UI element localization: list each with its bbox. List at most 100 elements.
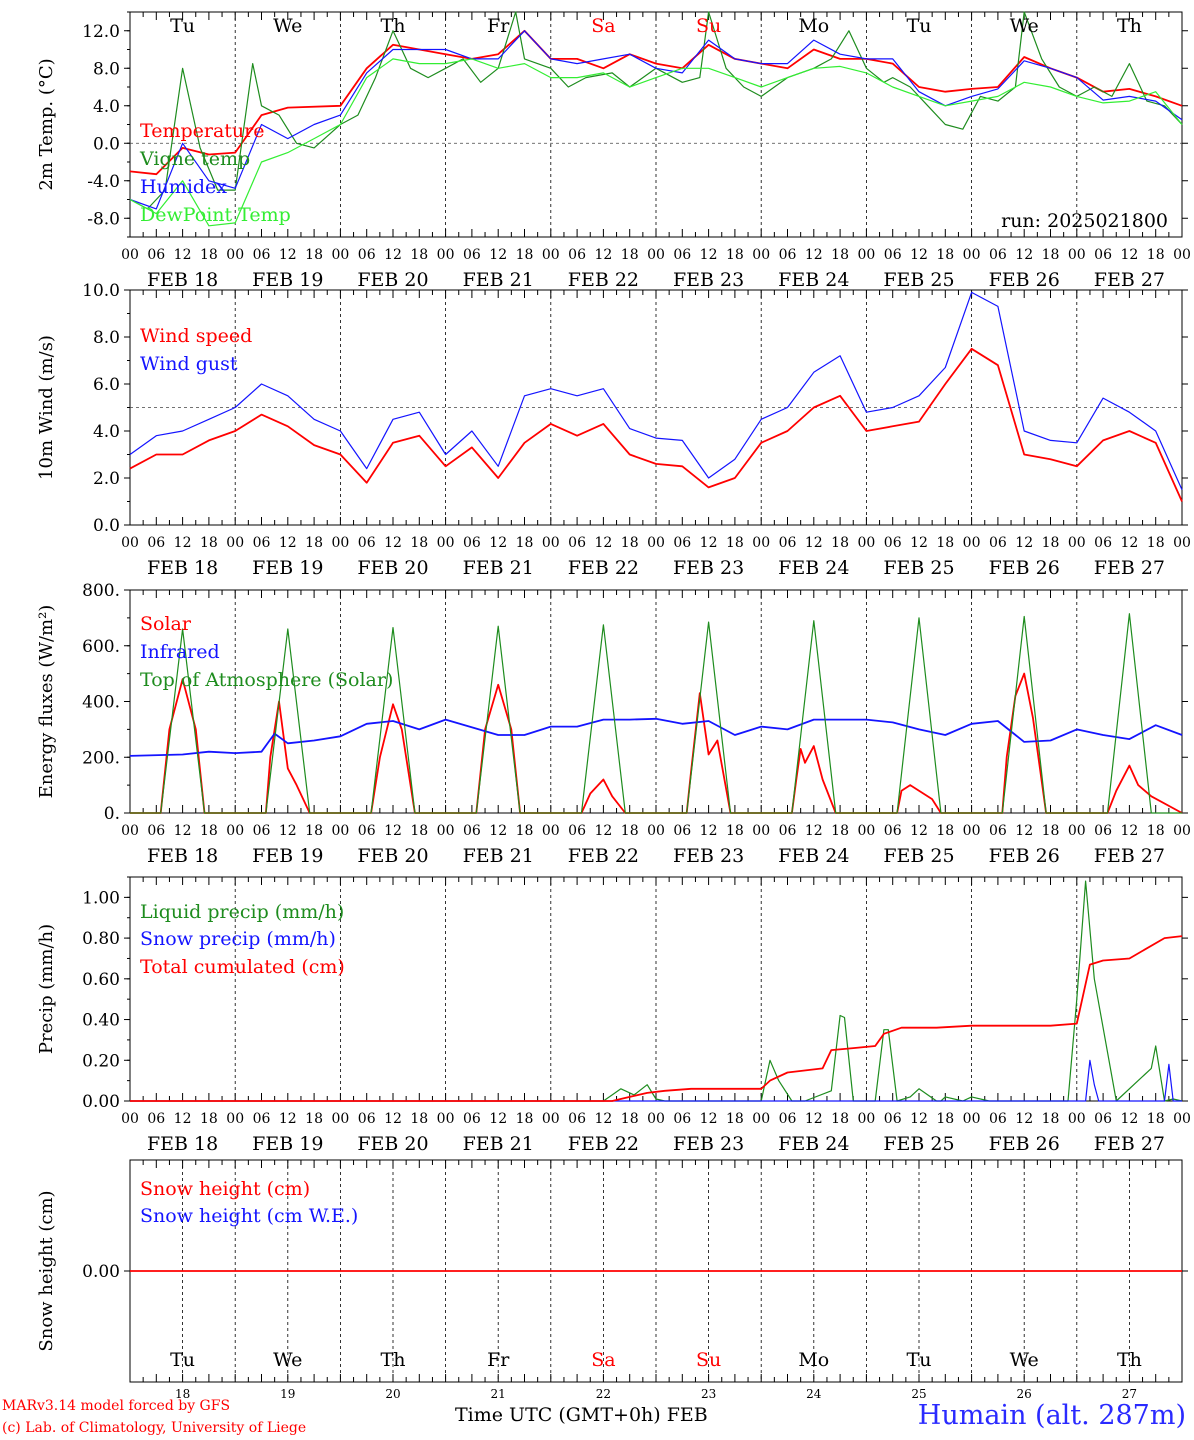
hour-tick-label: 18 [1042, 247, 1060, 263]
hour-tick-label: 18 [200, 535, 218, 551]
hour-tick-label: 06 [568, 823, 586, 839]
hour-tick-label: 12 [805, 247, 823, 263]
hour-tick-label: 06 [358, 247, 376, 263]
date-label: FEB 19 [252, 1133, 323, 1155]
hour-tick-label: 00 [1173, 1111, 1191, 1127]
hour-tick-label: 06 [1094, 535, 1112, 551]
legend-entry: Total cumulated (cm) [140, 956, 345, 978]
legend-entry: Top of Atmosphere (Solar) [140, 669, 393, 691]
hour-tick-label: 12 [174, 823, 192, 839]
hour-tick-label: 00 [226, 247, 244, 263]
date-label: FEB 21 [463, 1133, 534, 1155]
time-axis-label: Time UTC (GMT+0h) FEB [455, 1404, 708, 1426]
day-number: 23 [701, 1387, 716, 1401]
hour-tick-label: 12 [489, 535, 507, 551]
y-tick-label: 6.0 [93, 375, 120, 395]
y-tick-label: 0.00 [82, 1262, 120, 1282]
date-label: FEB 26 [989, 845, 1060, 867]
day-abbr: Fr [487, 1349, 510, 1371]
y-tick-label: 8.0 [93, 328, 120, 348]
hour-tick-label: 12 [279, 247, 297, 263]
hour-tick-label: 18 [1147, 247, 1165, 263]
date-label: FEB 24 [778, 845, 849, 867]
day-abbr: Th [381, 15, 406, 37]
hour-tick-label: 18 [831, 535, 849, 551]
hour-tick-label: 12 [1015, 247, 1033, 263]
hour-tick-label: 18 [516, 823, 534, 839]
date-label: FEB 19 [252, 269, 323, 291]
hour-tick-label: 00 [437, 247, 455, 263]
hour-tick-label: 06 [463, 535, 481, 551]
y-tick-label: 600. [82, 637, 120, 657]
y-tick-label: 0.80 [82, 929, 120, 949]
hour-tick-label: 18 [936, 535, 954, 551]
day-abbr: We [1010, 15, 1039, 37]
hour-tick-label: 18 [726, 535, 744, 551]
date-label: FEB 20 [357, 845, 428, 867]
hour-tick-label: 18 [410, 1111, 428, 1127]
hour-tick-label: 18 [305, 535, 323, 551]
date-label: FEB 22 [568, 557, 639, 579]
hour-tick-label: 00 [542, 1111, 560, 1127]
date-label: FEB 25 [883, 269, 954, 291]
hour-tick-label: 00 [857, 1111, 875, 1127]
hour-tick-label: 12 [279, 823, 297, 839]
hour-tick-label: 12 [910, 247, 928, 263]
hour-tick-label: 00 [752, 535, 770, 551]
hour-tick-label: 18 [305, 1111, 323, 1127]
hour-tick-label: 06 [779, 535, 797, 551]
series-line-lightgreen [129, 58, 1183, 227]
hour-tick-label: 18 [726, 247, 744, 263]
day-abbr: Sa [591, 1349, 615, 1371]
date-label: FEB 26 [989, 269, 1060, 291]
day-number: 26 [1017, 1387, 1032, 1401]
day-number: 19 [280, 1387, 295, 1401]
legend-entry: Snow height (cm) [140, 1178, 310, 1200]
y-axis-title: 2m Temp. (°C) [36, 58, 57, 190]
hour-tick-label: 06 [147, 1111, 165, 1127]
date-label: FEB 27 [1094, 845, 1165, 867]
hour-tick-label: 18 [1147, 535, 1165, 551]
y-axis-title: Snow height (cm) [36, 1190, 57, 1351]
hour-tick-label: 00 [647, 823, 665, 839]
hour-tick-label: 00 [1173, 823, 1191, 839]
hour-tick-label: 06 [253, 1111, 271, 1127]
hour-tick-label: 00 [542, 535, 560, 551]
date-label: FEB 21 [463, 845, 534, 867]
hour-tick-label: 06 [463, 823, 481, 839]
hour-tick-label: 06 [253, 247, 271, 263]
hour-tick-label: 06 [358, 823, 376, 839]
hour-tick-label: 00 [1068, 535, 1086, 551]
day-abbr: Th [1117, 15, 1142, 37]
hour-tick-label: 06 [989, 535, 1007, 551]
hour-tick-label: 12 [910, 1111, 928, 1127]
day-number: 22 [596, 1387, 611, 1401]
hour-tick-label: 00 [1173, 535, 1191, 551]
date-label: FEB 23 [673, 845, 744, 867]
hour-tick-label: 06 [358, 535, 376, 551]
hour-tick-label: 00 [226, 1111, 244, 1127]
lab-credit: (c) Lab. of Climatology, University of L… [2, 1420, 307, 1436]
series-line-red [130, 935, 1183, 1102]
hour-tick-label: 06 [989, 823, 1007, 839]
series-line-green [130, 613, 1182, 814]
day-abbr: Mo [798, 15, 829, 37]
hour-tick-label: 18 [305, 823, 323, 839]
hour-tick-label: 00 [752, 823, 770, 839]
y-tick-label: 8.0 [93, 59, 120, 79]
legend-entry: Infrared [140, 641, 220, 663]
day-number: 25 [911, 1387, 926, 1401]
date-label: FEB 26 [989, 1133, 1060, 1155]
date-label: FEB 24 [778, 557, 849, 579]
hour-tick-label: 00 [121, 535, 139, 551]
hour-tick-label: 18 [516, 535, 534, 551]
y-tick-label: 12.0 [82, 22, 120, 42]
hour-tick-label: 06 [358, 1111, 376, 1127]
y-tick-label: 4.0 [93, 422, 120, 442]
hour-tick-label: 18 [200, 247, 218, 263]
hour-tick-label: 18 [1147, 823, 1165, 839]
hour-tick-label: 18 [831, 1111, 849, 1127]
hour-tick-label: 12 [489, 823, 507, 839]
date-label: FEB 18 [147, 1133, 218, 1155]
series-line-blue [130, 1059, 1182, 1102]
